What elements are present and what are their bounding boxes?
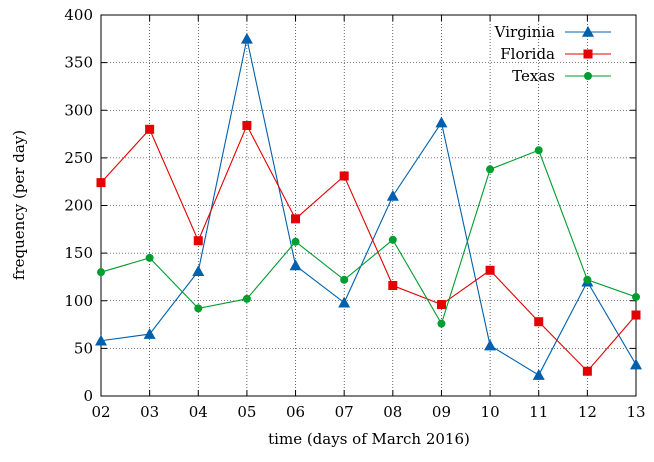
y-tick-label: 150 xyxy=(64,244,93,262)
y-tick-label: 250 xyxy=(64,149,93,167)
x-tick-label: 07 xyxy=(335,403,354,421)
data-point-florida xyxy=(534,317,544,327)
data-point-florida xyxy=(388,281,398,291)
data-point-florida xyxy=(631,310,641,320)
data-point-florida xyxy=(436,300,446,310)
x-tick-label: 08 xyxy=(383,403,402,421)
data-point-texas xyxy=(388,235,397,244)
x-tick-label: 12 xyxy=(578,403,597,421)
data-point-virginia xyxy=(386,189,399,201)
legend-marker-virginia xyxy=(582,26,594,37)
x-tick-label: 03 xyxy=(140,403,159,421)
data-point-florida xyxy=(339,171,349,181)
y-tick-label: 100 xyxy=(64,292,93,310)
data-point-florida xyxy=(291,214,301,224)
data-point-florida xyxy=(96,178,106,188)
legend-label-virginia: Virginia xyxy=(494,23,555,41)
data-point-florida xyxy=(145,124,155,134)
data-point-texas xyxy=(486,165,495,174)
data-point-florida xyxy=(582,366,592,376)
series-texas xyxy=(97,146,640,328)
legend-item-florida: Florida xyxy=(500,45,611,63)
x-tick-label: 09 xyxy=(432,403,451,421)
data-point-virginia xyxy=(630,358,642,370)
data-point-virginia xyxy=(240,32,253,44)
legend: Virginia Florida Texas xyxy=(494,23,611,85)
data-point-texas xyxy=(437,319,446,328)
series-group xyxy=(95,32,642,380)
data-point-virginia xyxy=(532,369,545,380)
data-point-virginia xyxy=(435,116,448,128)
data-point-texas xyxy=(194,304,203,313)
y-tick-label: 200 xyxy=(64,197,93,215)
legend-label-texas: Texas xyxy=(512,67,555,85)
y-tick-label: 50 xyxy=(74,339,93,357)
data-point-virginia xyxy=(338,296,351,308)
data-point-virginia xyxy=(143,328,156,339)
legend-label-florida: Florida xyxy=(500,45,555,63)
series-line-virginia xyxy=(100,38,637,376)
x-axis-label: time (days of March 2016) xyxy=(268,430,470,448)
data-point-florida xyxy=(485,265,495,275)
x-tick-label: 11 xyxy=(529,403,548,421)
data-point-texas xyxy=(242,294,251,303)
data-point-texas xyxy=(534,146,543,155)
data-point-texas xyxy=(291,237,300,246)
series-line-florida xyxy=(100,124,637,373)
x-tick-label: 05 xyxy=(237,403,256,421)
y-tick-label: 400 xyxy=(64,6,93,24)
x-tick-label: 06 xyxy=(286,403,305,421)
data-point-virginia xyxy=(95,334,107,346)
legend-item-virginia: Virginia xyxy=(494,23,611,41)
data-point-virginia xyxy=(192,265,205,277)
y-tick-label: 300 xyxy=(64,101,93,119)
legend-marker-texas xyxy=(584,72,592,80)
data-point-texas xyxy=(97,268,105,277)
data-point-texas xyxy=(145,253,154,262)
y-axis-label: frequency (per day) xyxy=(10,130,28,280)
axes: 0 50 100 150 200 250 300 350 400 02 03 04 05 06 07 08 09… xyxy=(64,6,645,421)
x-tick-label: 02 xyxy=(91,403,110,421)
y-tick-label: 0 xyxy=(83,387,93,405)
x-tick-label: 10 xyxy=(481,403,500,421)
data-point-texas xyxy=(583,275,592,284)
legend-marker-florida xyxy=(583,49,593,59)
data-point-virginia xyxy=(484,339,497,351)
y-tick-label: 350 xyxy=(64,54,93,72)
data-point-florida xyxy=(193,236,203,246)
data-point-texas xyxy=(340,275,349,284)
x-tick-label: 13 xyxy=(626,403,645,421)
data-point-texas xyxy=(632,292,640,301)
series-florida xyxy=(96,120,641,376)
x-tick-label: 04 xyxy=(189,403,208,421)
data-point-virginia xyxy=(289,259,302,271)
series-line-texas xyxy=(100,149,637,325)
data-point-florida xyxy=(242,120,252,130)
legend-item-texas: Texas xyxy=(512,67,611,85)
